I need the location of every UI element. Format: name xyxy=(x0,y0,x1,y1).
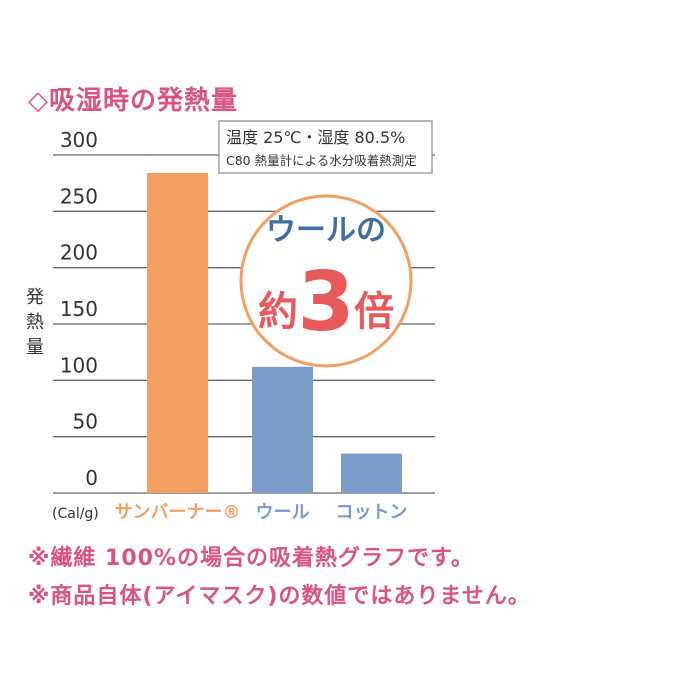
unit-label: (Cal/g) xyxy=(52,506,99,522)
badge-line1: ウールの xyxy=(266,213,386,248)
y-tick-label: 0 xyxy=(85,466,98,490)
y-tick-label: 50 xyxy=(73,410,98,434)
condition-line2: C80 熱量計による水分吸着熱測定 xyxy=(226,153,417,168)
y-tick-label: 100 xyxy=(60,353,98,377)
y-axis-label: 発熱量 xyxy=(26,287,44,358)
note-1: ※繊維 100%の場合の吸着熱グラフです。 xyxy=(28,546,474,571)
y-tick-label: 200 xyxy=(60,241,98,265)
badge-suffix: 倍 xyxy=(354,289,394,335)
condition-box: 温度 25℃・湿度 80.5% C80 熱量計による水分吸着熱測定 xyxy=(218,120,433,174)
bar xyxy=(341,453,402,493)
y-tick-label: 300 xyxy=(60,128,98,152)
badge-prefix: 約 xyxy=(258,289,298,335)
x-tick-label: サンバーナー® xyxy=(115,502,241,523)
note-2: ※商品自体(アイマスク)の数値ではありません。 xyxy=(28,584,531,609)
condition-line1: 温度 25℃・湿度 80.5% xyxy=(226,128,405,147)
badge-number: 3 xyxy=(297,255,354,350)
x-tick-label: ウール xyxy=(256,502,310,523)
bar xyxy=(147,173,208,493)
x-tick-label: コットン xyxy=(336,502,408,523)
y-tick-label: 250 xyxy=(60,184,98,208)
bar xyxy=(252,366,313,493)
chart-title: ◇吸湿時の発熱量 xyxy=(28,86,238,116)
y-tick-label: 150 xyxy=(60,297,98,321)
comparison-badge: ウールの 約 3 倍 xyxy=(239,194,413,368)
